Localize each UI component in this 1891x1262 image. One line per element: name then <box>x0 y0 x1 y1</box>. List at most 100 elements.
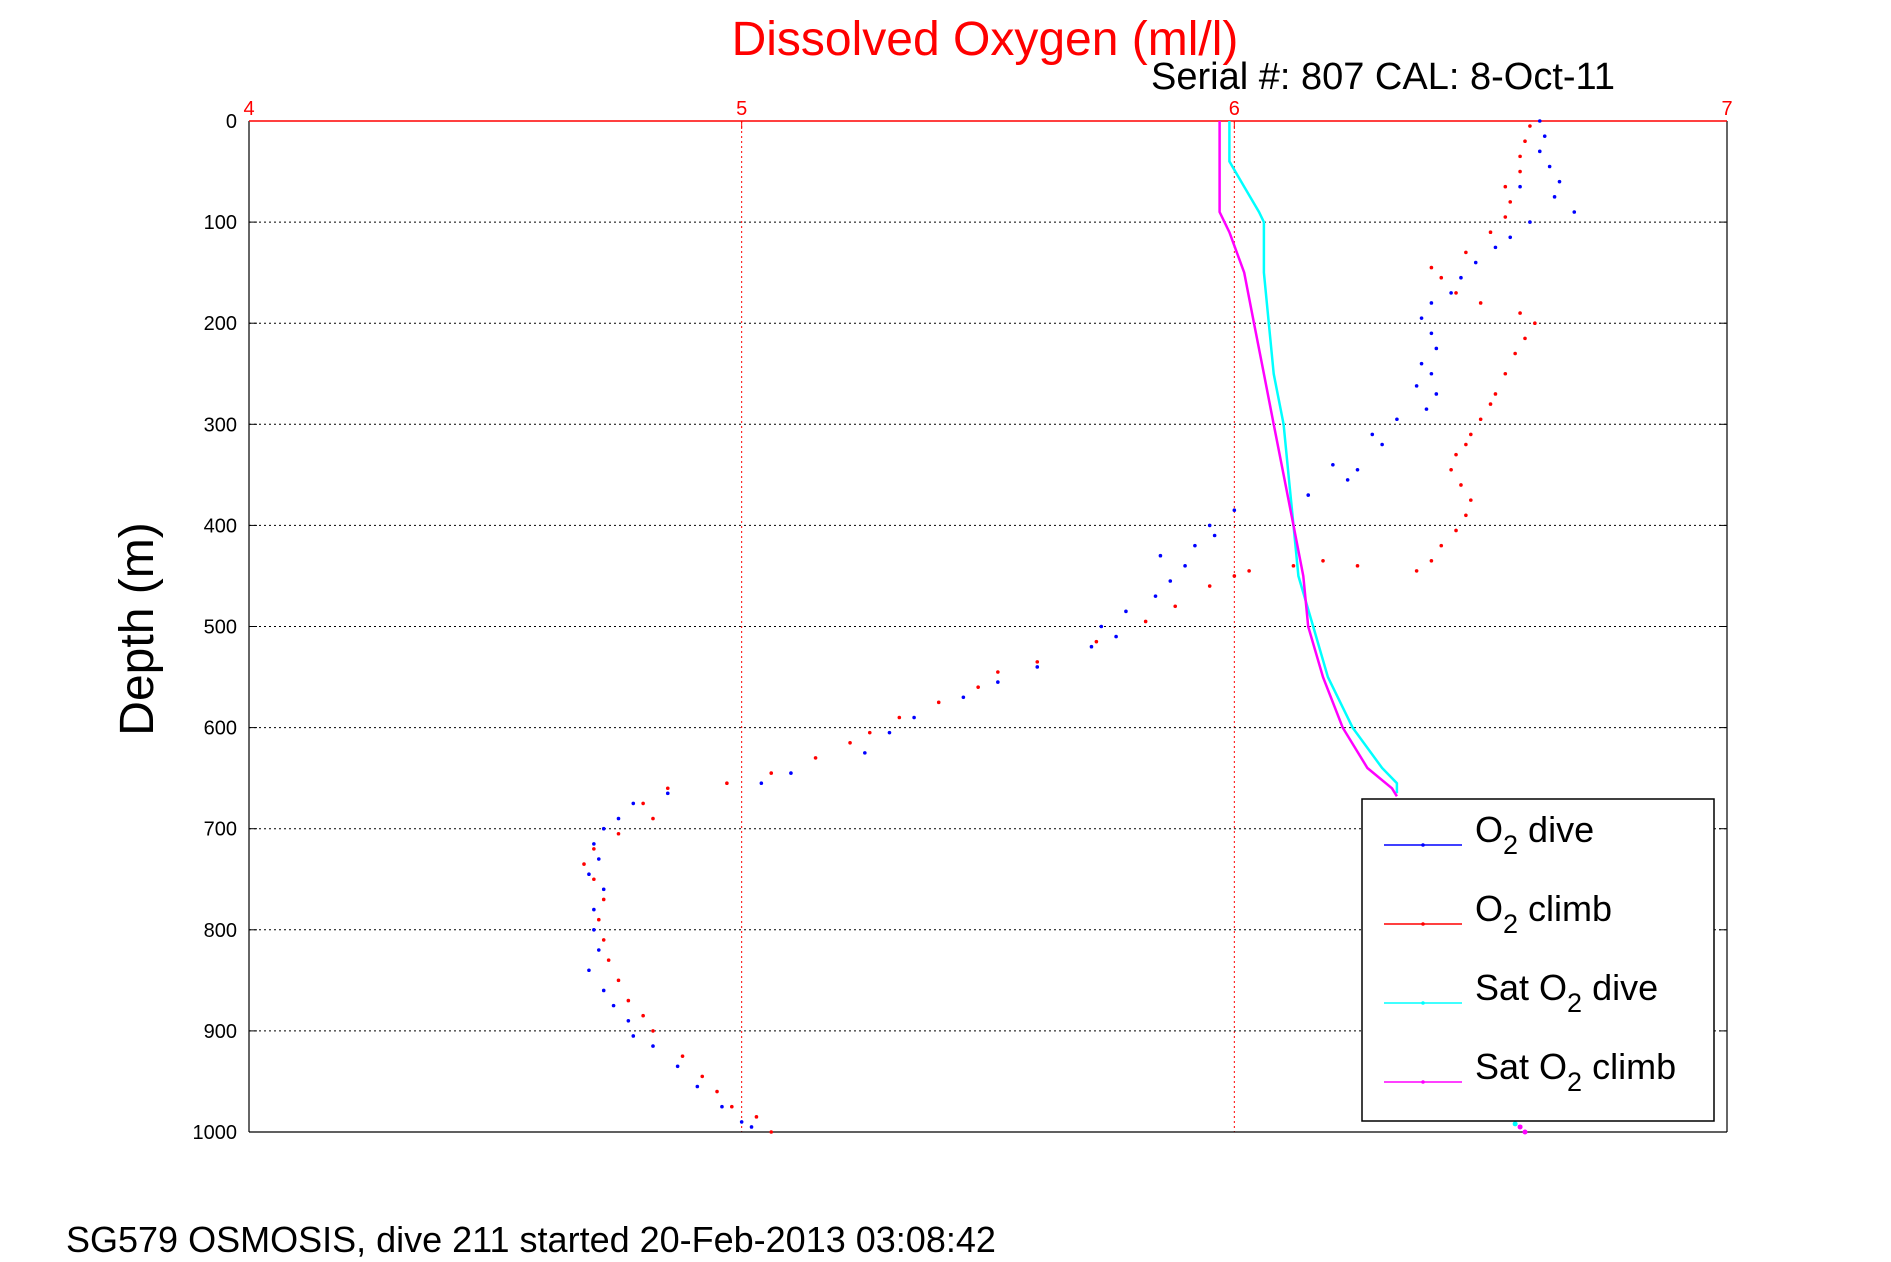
data-point <box>1552 195 1557 199</box>
data-point <box>1158 553 1163 558</box>
data-point <box>1517 1124 1523 1130</box>
data-point <box>1434 346 1439 351</box>
x-tick-label: 7 <box>1721 98 1732 120</box>
data-point <box>1513 351 1517 356</box>
data-point <box>1321 558 1325 563</box>
data-point <box>1508 200 1513 204</box>
data-point <box>1528 220 1532 224</box>
data-point <box>1518 311 1522 315</box>
data-point <box>1429 558 1434 563</box>
y-tick-label: 1000 <box>193 1122 238 1144</box>
data-point <box>592 847 596 851</box>
chart-subtitle: Serial #: 807 CAL: 8-Oct-11 <box>1151 56 1615 98</box>
y-tick-label: 400 <box>204 515 237 537</box>
data-point <box>1429 371 1434 376</box>
data-point <box>1434 392 1439 396</box>
data-point <box>1414 569 1419 573</box>
data-point <box>1459 483 1463 487</box>
y-tick-label: 700 <box>204 819 237 841</box>
data-point <box>601 988 606 993</box>
data-point <box>587 968 591 973</box>
y-tick-label: 800 <box>204 920 237 942</box>
data-point <box>700 1074 705 1079</box>
data-point <box>739 1120 744 1124</box>
data-point <box>1355 467 1360 472</box>
data-point <box>1380 442 1384 447</box>
y-tick-label: 900 <box>204 1021 237 1043</box>
data-point <box>680 1054 685 1058</box>
legend-label: Sat O2 climb <box>1475 1046 1676 1097</box>
data-point <box>641 801 645 806</box>
data-point <box>592 842 596 846</box>
data-point <box>675 1064 680 1069</box>
data-point <box>1533 321 1537 326</box>
y-tick-label: 200 <box>204 313 237 335</box>
data-point <box>769 1130 774 1134</box>
series-1 <box>582 124 1537 1134</box>
series-3 <box>1218 121 1398 797</box>
data-point <box>1089 644 1094 649</box>
data-point <box>626 1018 631 1023</box>
data-point <box>1537 149 1542 154</box>
data-point <box>1478 301 1483 305</box>
data-point <box>1035 660 1040 664</box>
data-point <box>1503 215 1508 219</box>
data-point <box>1537 119 1542 123</box>
data-point <box>769 771 774 775</box>
data-point <box>1183 564 1187 568</box>
data-point <box>631 801 636 806</box>
data-point <box>616 816 621 821</box>
data-point <box>1114 634 1118 639</box>
data-point <box>606 958 611 962</box>
data-point <box>912 715 916 720</box>
data-point <box>665 791 670 796</box>
data-point <box>867 730 872 735</box>
series-2 <box>1228 121 1399 794</box>
x-tick-label: 6 <box>1229 98 1240 120</box>
data-point <box>996 670 1000 674</box>
data-point <box>1469 498 1473 502</box>
data-point <box>1523 139 1527 144</box>
legend-marker <box>1421 1001 1425 1005</box>
data-point <box>1429 331 1434 336</box>
data-point <box>1395 417 1399 422</box>
data-point <box>754 1115 759 1119</box>
data-point <box>592 877 596 882</box>
data-point <box>1454 291 1458 295</box>
legend-box <box>1361 798 1715 1122</box>
data-point <box>1503 371 1508 376</box>
tick-labels: 4 5 6 7 0 100 200 300 400 500 600 700 800 900 1000 <box>193 98 1733 1144</box>
legend-marker <box>1421 1080 1425 1084</box>
data-point <box>1429 265 1434 270</box>
legend-entries: O2 dive O2 climb Sat O2 dive Sat O2 climb <box>1384 809 1676 1097</box>
data-point <box>1464 442 1468 447</box>
data-point <box>592 928 596 932</box>
data-point <box>1518 169 1522 174</box>
series-line <box>1218 121 1398 797</box>
data-point <box>1528 124 1532 128</box>
y-tick-label: 100 <box>204 212 237 234</box>
data-point <box>1173 604 1178 609</box>
data-point <box>1439 275 1444 280</box>
series-0 <box>587 119 1577 1129</box>
data-point <box>887 730 892 735</box>
data-point <box>601 826 606 831</box>
data-point <box>1355 564 1360 568</box>
data-point <box>1488 402 1493 406</box>
data-point <box>651 816 655 821</box>
data-point <box>1345 478 1350 482</box>
data-point <box>863 751 867 755</box>
data-point <box>1143 619 1148 624</box>
data-point <box>1493 245 1498 250</box>
data-point <box>1306 493 1311 497</box>
data-point <box>1193 543 1197 548</box>
data-point <box>1424 407 1429 411</box>
data-point <box>1518 184 1522 189</box>
data-point <box>1331 462 1335 467</box>
data-point <box>1522 1129 1528 1135</box>
data-point <box>1512 1121 1518 1127</box>
chart-title: Dissolved Oxygen (ml/l) <box>732 13 1239 66</box>
data-point <box>1291 564 1296 568</box>
data-point <box>1370 432 1375 437</box>
data-point <box>596 917 601 922</box>
